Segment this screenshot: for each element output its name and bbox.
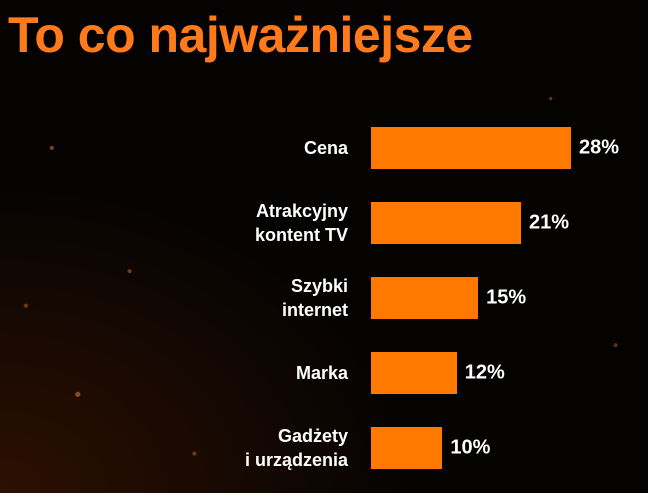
bar <box>371 202 521 244</box>
value-label: 10% <box>450 436 491 459</box>
value-label: 21% <box>529 211 570 234</box>
value-label: 12% <box>464 361 505 384</box>
category-label: Szybki internet <box>281 276 348 320</box>
bar <box>371 127 571 169</box>
category-label: Marka <box>295 363 348 383</box>
value-label: 15% <box>486 286 527 309</box>
bar <box>371 427 443 469</box>
chart-title: To co najważniejsze <box>8 7 473 63</box>
value-label: 28% <box>579 136 620 159</box>
bar <box>371 277 479 319</box>
bar <box>371 352 457 394</box>
category-label: Gadżety i urządzenia <box>244 426 348 470</box>
category-label: Atrakcyjny kontent TV <box>255 201 348 245</box>
category-label: Cena <box>303 138 348 158</box>
